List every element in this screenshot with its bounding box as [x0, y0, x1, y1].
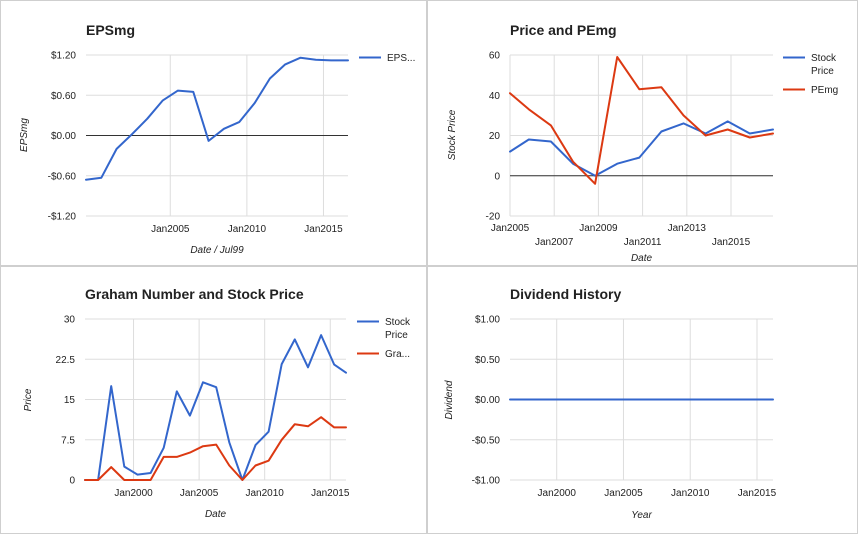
- series-line-1: [84, 334, 347, 481]
- y-tick-label: 22.5: [56, 355, 76, 366]
- x-tick-label: Jan2010: [245, 488, 284, 499]
- x-tick-label: Jan2015: [712, 237, 751, 248]
- graham-chart-svg: Graham Number and Stock Price 0 7.5 15 22.5 3…: [23, 286, 411, 520]
- chart-title: Dividend History: [510, 286, 621, 302]
- series-line-2: [84, 416, 347, 481]
- y-tick-label: -20: [486, 212, 501, 223]
- y-tick-label: 7.5: [61, 435, 75, 446]
- y-tick-label: 60: [489, 51, 501, 62]
- x-tick-label: Jan2011: [624, 237, 662, 248]
- pe-chart-svg: Price and PEmg -20 0 20 40 60 Jan2005 Jan2007 Ja…: [447, 22, 838, 264]
- y-tick-label: -$0.50: [472, 435, 501, 446]
- x-tick-label: Jan2015: [304, 224, 343, 235]
- y-tick-label: 30: [64, 315, 76, 326]
- legend-entry: EPS...: [387, 53, 415, 64]
- series-line-1: [509, 120, 774, 177]
- y-tick-label: $1.00: [475, 315, 500, 326]
- eps-chart-panel: EPSmg -$1.20 -$0.60 $0.00 $0.60 $1.20 Jan2005 J…: [0, 0, 427, 266]
- y-tick-label: 0: [494, 171, 500, 182]
- x-tick-label: Jan2005: [604, 488, 643, 499]
- legend-entry: Stock Price: [385, 317, 411, 341]
- y-tick-label: 40: [489, 91, 501, 102]
- y-tick-label: $1.20: [51, 51, 76, 62]
- chart-title: Price and PEmg: [510, 22, 617, 38]
- graham-chart-panel: Graham Number and Stock Price 0 7.5 15 22.5 3…: [0, 266, 427, 534]
- x-tick-label: Jan2000: [538, 488, 577, 499]
- y-tick-label: -$1.20: [48, 212, 77, 223]
- y-tick-label: $0.00: [51, 131, 76, 142]
- x-tick-label: Jan2005: [151, 224, 190, 235]
- x-tick-label: Jan2013: [668, 223, 707, 234]
- y-tick-label: -$0.60: [48, 171, 77, 182]
- x-tick-label: Jan2015: [311, 488, 350, 499]
- chart-title: Graham Number and Stock Price: [85, 286, 304, 302]
- y-axis-label: EPSmg: [19, 118, 30, 152]
- y-tick-label: -$1.00: [472, 476, 501, 487]
- legend-entry: PEmg: [811, 85, 838, 96]
- x-tick-label: Jan2007: [535, 237, 574, 248]
- x-tick-label: Jan2010: [228, 224, 267, 235]
- y-tick-label: 15: [64, 395, 76, 406]
- x-tick-label: Jan2005: [491, 223, 530, 234]
- series-line-1: [85, 56, 349, 181]
- x-axis-label: Date: [205, 509, 227, 520]
- y-tick-label: $0.60: [51, 91, 76, 102]
- legend-entry: Stock Price: [811, 53, 837, 77]
- y-axis-label: Price: [23, 388, 34, 411]
- y-tick-label: 0: [69, 476, 75, 487]
- eps-chart-svg: EPSmg -$1.20 -$0.60 $0.00 $0.60 $1.20 Jan2005 J…: [19, 22, 415, 256]
- price-pe-chart-panel: Price and PEmg -20 0 20 40 60 Jan2005 Jan2007 Ja…: [427, 0, 858, 266]
- y-axis-label: Dividend: [444, 380, 455, 419]
- x-tick-label: Jan2000: [114, 488, 153, 499]
- y-axis-label: Stock Price: [447, 109, 458, 160]
- x-tick-label: Jan2015: [738, 488, 777, 499]
- dividend-chart-panel: Dividend History -$1.00 -$0.50 $0.00 $0.50 $1…: [427, 266, 858, 534]
- x-tick-label: Jan2009: [579, 223, 618, 234]
- x-axis-label: Date: [631, 253, 653, 264]
- x-tick-label: Jan2010: [671, 488, 710, 499]
- x-axis-label: Year: [631, 510, 652, 521]
- y-tick-label: $0.50: [475, 355, 500, 366]
- x-tick-label: Jan2005: [180, 488, 219, 499]
- x-axis-label: Date / Jul99: [190, 245, 244, 256]
- series-line-2: [509, 56, 774, 185]
- y-tick-label: $0.00: [475, 395, 500, 406]
- div-chart-svg: Dividend History -$1.00 -$0.50 $0.00 $0.50 $1…: [444, 286, 777, 521]
- chart-title: EPSmg: [86, 22, 135, 38]
- y-tick-label: 20: [489, 131, 501, 142]
- legend-entry: Gra...: [385, 349, 410, 360]
